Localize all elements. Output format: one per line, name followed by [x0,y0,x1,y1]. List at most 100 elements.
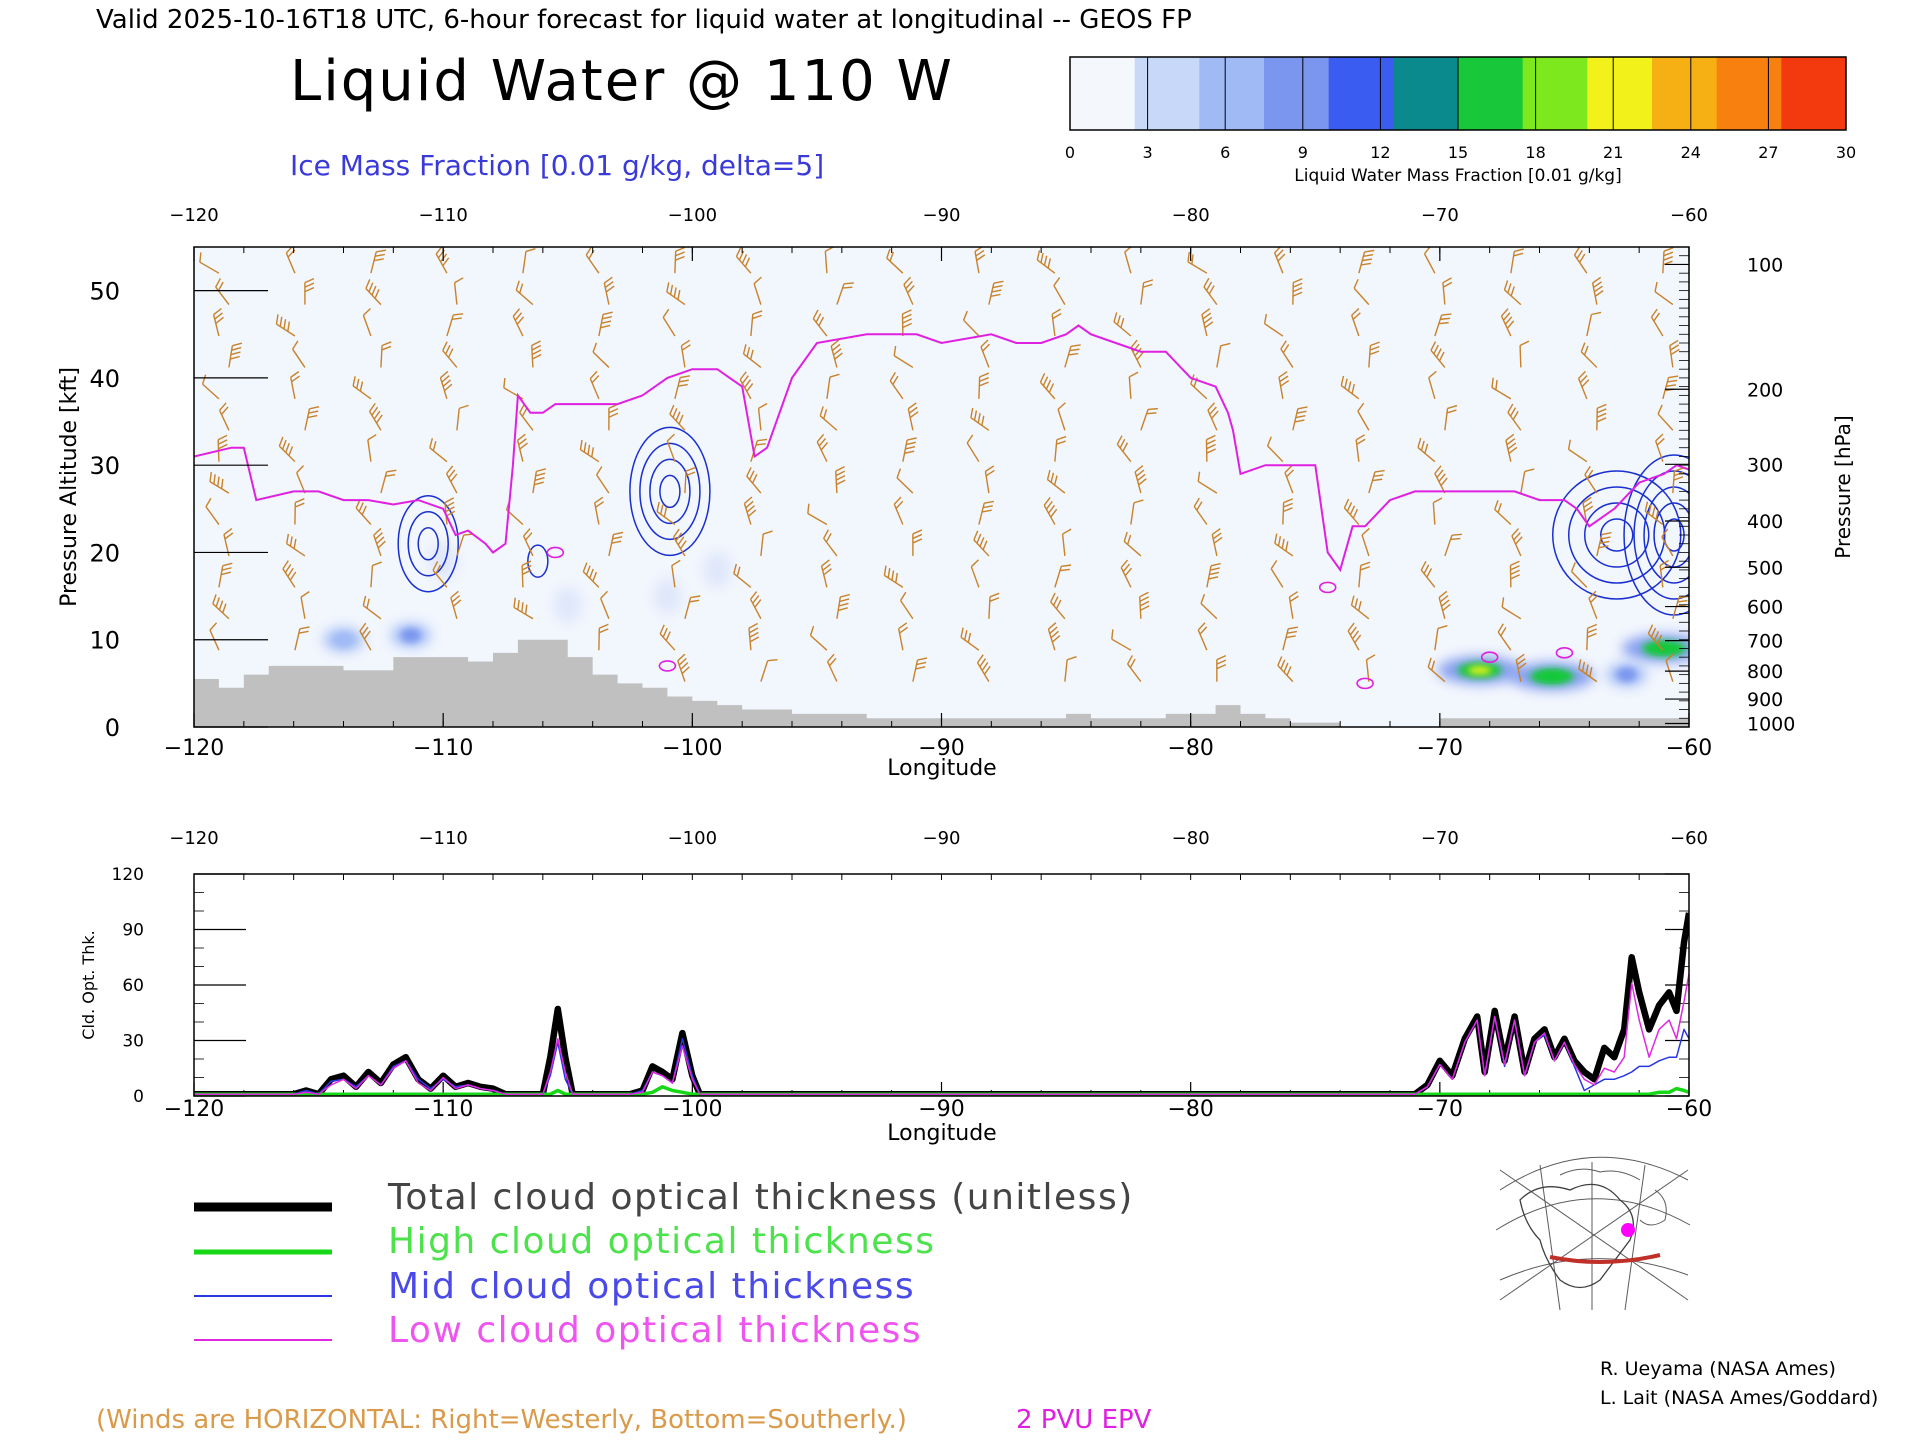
wind-barb-flag [358,502,364,512]
wind-barb-flag [1596,408,1607,414]
valid-line: Valid 2025-10-16T18 UTC, 6-hour forecast… [96,5,1192,35]
wind-barb-shaft [1273,252,1284,274]
wind-barb-flag [201,374,207,385]
wind-barb-flag [1663,260,1673,266]
wind-barb [512,308,525,337]
wind-barb-flag [669,284,674,295]
wind-barb-flag [1420,440,1425,451]
wind-barb-flag [1135,469,1145,477]
wind-barb-flag [1653,631,1660,641]
wind-barb-shaft [1655,440,1664,462]
liquid-water-peak [1467,666,1492,675]
wind-barb-flag [1434,465,1442,474]
wind-barb-flag [749,470,755,481]
wind-barb-shaft [228,345,234,368]
pressure-tick-label: 400 [1747,511,1783,533]
wind-barb [1187,251,1208,274]
wind-barb-shaft [666,440,676,462]
wind-barb-shaft [750,314,754,337]
wind-barb-flag [444,497,454,504]
wind-barb [1343,498,1360,525]
wind-barb [1353,278,1370,306]
wind-barb [902,437,917,462]
wind-barb-flag [1196,501,1203,511]
wind-barb-flag [291,375,301,383]
wind-barb-flag [960,627,964,638]
terrain-fill [194,639,1689,727]
wind-barb [432,561,448,588]
wind-barb-shaft [355,507,372,525]
wind-barb [367,434,377,462]
wind-barb-flag [1297,406,1308,410]
wind-barb [1644,501,1664,526]
wind-barb [1358,561,1371,588]
colorbar-tick-label: 9 [1298,143,1308,162]
wind-barb-flag [1590,594,1599,603]
wind-barb-flag [589,568,594,579]
ice-contour [1599,518,1634,552]
wind-barb-shaft [359,630,372,651]
wind-barb-flag [833,348,842,356]
wind-barb [748,622,760,651]
wind-barb-flag [612,536,623,540]
wind-barb [1442,277,1453,305]
wind-barb [1350,595,1370,620]
colorbar-swatch [1587,57,1653,130]
wind-barb-flag [1673,476,1684,481]
wind-barb [1139,591,1150,619]
wind-barb-flag [672,408,678,418]
wind-barb-flag [1598,545,1609,549]
wind-barb-flag [1343,498,1350,509]
wind-barb [684,466,696,494]
wind-barb-flag [445,506,455,513]
wind-barb-shaft [1644,510,1664,526]
wind-barb-flag [290,371,300,378]
wind-barb-shaft [1442,282,1446,305]
wind-barb [1662,247,1674,274]
wind-barb-flag [1600,536,1611,540]
wind-barb-shaft [373,534,382,557]
colorbar-swatch [1328,57,1394,130]
wind-barb-flag [1656,437,1665,446]
wind-barb-flag [1048,504,1056,514]
wind-barb [513,597,534,620]
wind-barb [380,469,397,494]
ice-contour [527,544,549,578]
wind-barb-flag [1120,559,1129,569]
wind-barb-flag [585,247,592,256]
wind-barb [1127,655,1142,683]
wind-barb-flag [1350,595,1355,606]
wind-barb [429,438,448,463]
wind-barb-flag [1502,312,1511,321]
ice-contour [397,494,459,593]
wind-barb-flag [678,414,684,425]
wind-barb-flag [976,654,984,664]
wind-barb [901,309,912,337]
wind-barb-flag [1450,537,1461,541]
wind-barb-shaft [1277,665,1294,683]
wind-barb-flag [1586,469,1594,479]
wind-barb-flag [1197,471,1201,482]
wind-barb [1500,308,1515,337]
wind-barb-flag [1355,434,1365,441]
wind-barb-flag [521,602,524,613]
wind-barb [368,402,383,431]
wind-barb-flag [1057,402,1066,410]
wind-barb-flag [680,662,689,670]
colorbar-tick-label: 27 [1758,143,1778,162]
wind-barb-shaft [666,291,686,306]
wind-barb [1201,308,1214,337]
wind-barb-shaft [1140,409,1149,431]
wind-barb [300,591,310,619]
wind-barb-flag [375,414,383,424]
wind-barb-flag [1205,281,1213,291]
wind-barb-flag [1644,501,1649,512]
wind-barb-flag [445,501,455,508]
wind-barb-flag [883,565,887,576]
wind-barb-flag [534,477,545,481]
wind-barb-flag [1286,630,1297,634]
wind-barb-shaft [1591,282,1598,305]
wind-barb-flag [232,342,243,347]
wind-barb-flag [604,281,614,289]
wind-barb-flag [1201,308,1211,316]
